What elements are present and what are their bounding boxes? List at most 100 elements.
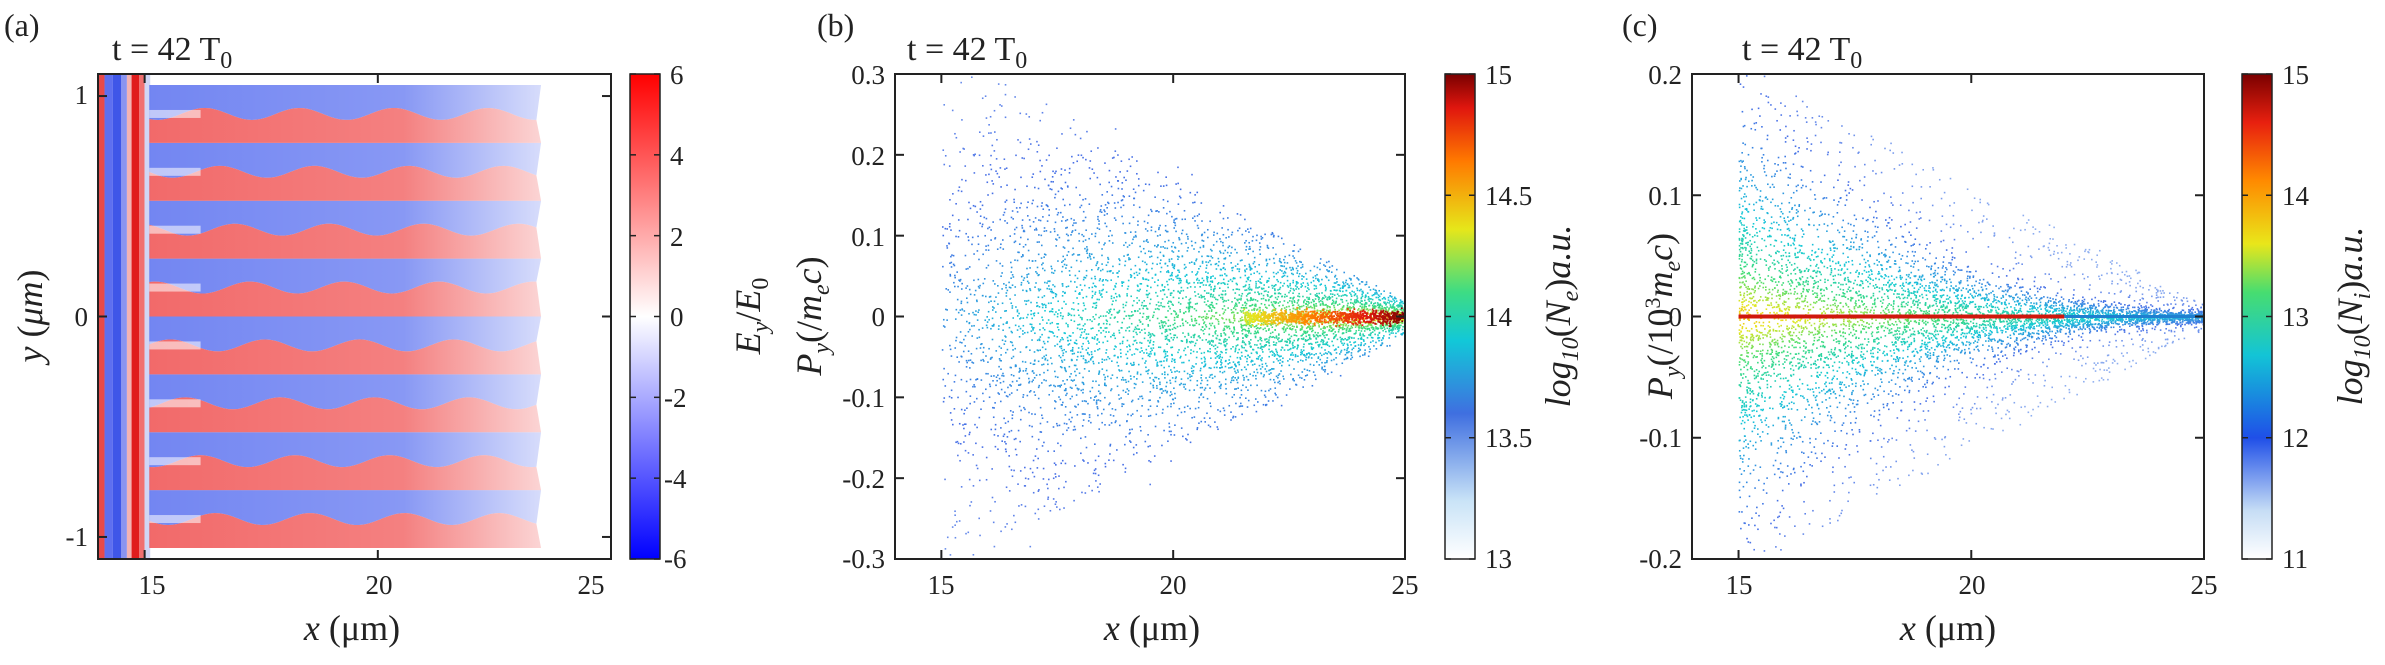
data-point [1227, 363, 1230, 365]
data-point [1147, 214, 1150, 217]
data-point [955, 339, 957, 342]
data-point [1014, 364, 1017, 366]
data-point [1287, 349, 1289, 351]
data-point [1077, 324, 1079, 326]
data-point [1257, 401, 1259, 403]
data-point [1096, 406, 1099, 408]
data-point [1317, 322, 1320, 324]
data-point [1328, 324, 1331, 327]
data-point [1081, 233, 1083, 236]
data-point [1073, 341, 1076, 344]
data-point [1004, 340, 1007, 343]
data-point [1211, 373, 1213, 376]
data-point [1064, 414, 1067, 416]
data-point [1268, 344, 1271, 347]
data-point [1334, 302, 1336, 305]
data-point [1149, 333, 1151, 335]
data-point [1192, 324, 1195, 327]
data-point [1016, 259, 1019, 262]
data-point [1077, 309, 1080, 312]
data-point [1192, 217, 1194, 219]
data-point [1034, 217, 1037, 219]
data-point [1255, 285, 1257, 287]
data-point [1145, 360, 1147, 362]
data-point [1194, 333, 1196, 336]
data-point [1110, 335, 1112, 338]
data-point [1206, 277, 1208, 280]
data-point [1261, 357, 1263, 359]
data-point [1349, 292, 1351, 294]
cbar-tick: -6 [664, 544, 687, 574]
data-point [1310, 347, 1313, 350]
data-point [1298, 292, 1300, 295]
data-point [1033, 376, 1036, 379]
data-point [1187, 346, 1189, 348]
data-point [1194, 342, 1197, 345]
data-point [1222, 233, 1225, 236]
data-point [1338, 309, 1340, 312]
data-point [1219, 410, 1222, 413]
data-point [1143, 240, 1145, 243]
data-point [1292, 279, 1295, 282]
data-point [973, 313, 976, 316]
data-point [1329, 311, 1332, 314]
data-point [1031, 317, 1033, 320]
data-point [1386, 317, 1389, 320]
data-point [1027, 215, 1029, 217]
data-point [1054, 503, 1057, 506]
data-point [1084, 198, 1087, 200]
data-point [1065, 350, 1067, 353]
data-point [971, 335, 973, 337]
data-point [1057, 385, 1059, 387]
data-point [1101, 289, 1103, 292]
data-point [1277, 381, 1279, 384]
data-point [1386, 327, 1389, 330]
data-point [1137, 363, 1140, 366]
data-point [958, 186, 961, 188]
data-point [1247, 287, 1250, 290]
data-point [1129, 441, 1132, 443]
data-point [1295, 308, 1298, 311]
data-point [965, 366, 968, 368]
data-point [1251, 309, 1253, 311]
data-point [1089, 390, 1092, 393]
data-point [1382, 329, 1384, 332]
data-point [1096, 343, 1098, 345]
data-point [1259, 246, 1262, 248]
data-point [1201, 220, 1203, 222]
data-point [946, 228, 949, 230]
data-point [1064, 406, 1067, 408]
data-point [1008, 393, 1011, 396]
data-point [1107, 258, 1110, 261]
data-point [1312, 329, 1314, 332]
data-point [1041, 202, 1043, 204]
data-point [1304, 340, 1307, 342]
data-point [1251, 360, 1254, 362]
data-point [1237, 371, 1239, 373]
data-point [1222, 317, 1224, 320]
data-point [1274, 381, 1276, 384]
data-point [1176, 414, 1179, 417]
data-point [1191, 365, 1194, 367]
data-point [1332, 332, 1335, 335]
data-point [1146, 296, 1149, 299]
data-point [1051, 290, 1053, 293]
data-point [1234, 248, 1236, 251]
data-point [1239, 259, 1242, 262]
data-point [1109, 443, 1112, 446]
data-point [1383, 321, 1385, 324]
data-point [1066, 378, 1068, 381]
data-point [1307, 306, 1310, 309]
data-point [1173, 334, 1175, 336]
data-point [1317, 332, 1319, 334]
data-point [1117, 201, 1119, 204]
data-point [1038, 241, 1040, 243]
data-point [1360, 336, 1363, 339]
data-point [1068, 334, 1071, 337]
data-point [1102, 284, 1105, 286]
data-point [1270, 324, 1272, 326]
data-point [1153, 244, 1156, 247]
data-point [1169, 391, 1172, 393]
data-point [1179, 309, 1181, 311]
data-point [1010, 277, 1012, 279]
